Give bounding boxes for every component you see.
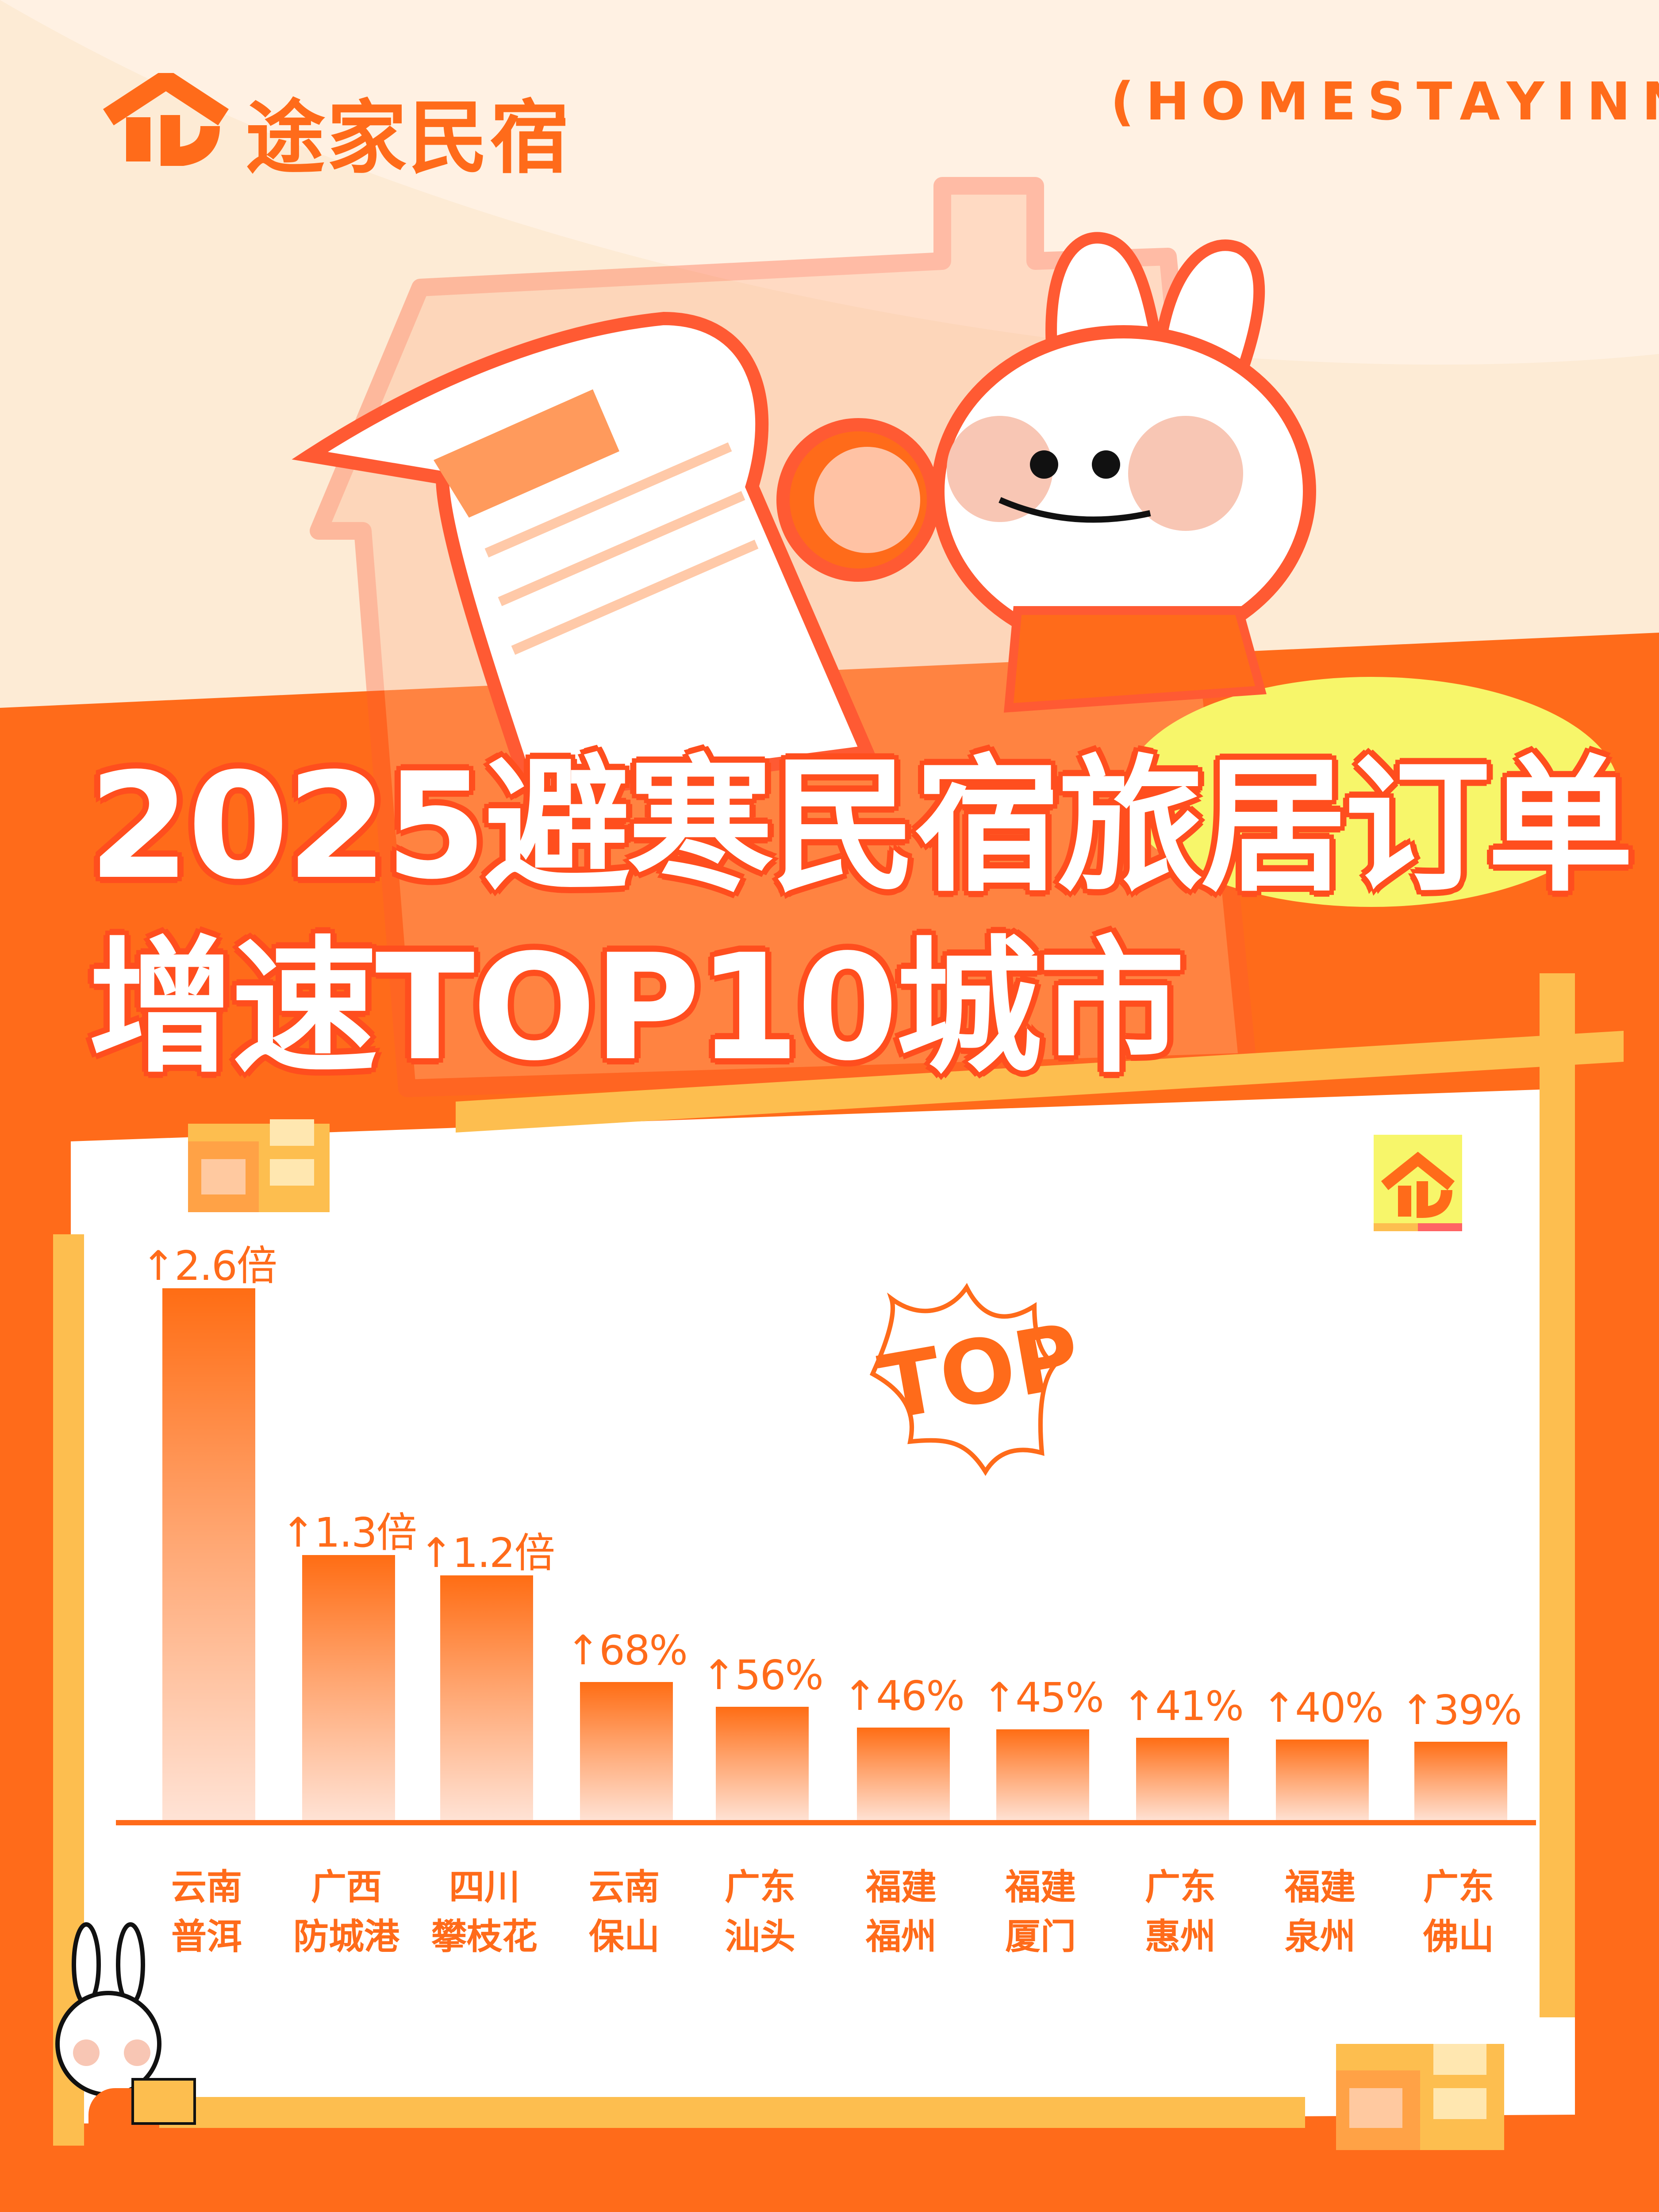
bar-value-label: ↑40%: [1262, 1684, 1384, 1732]
bar: [580, 1682, 673, 1822]
bar-value-label: ↑68%: [566, 1627, 688, 1674]
bar: [1276, 1740, 1369, 1822]
category-label: 广西 防城港: [293, 1863, 399, 1962]
province-label: 广东: [725, 1866, 795, 1908]
province-label: 福建: [1285, 1866, 1356, 1908]
page-title-line-1: 2025避寒民宿旅居订单: [88, 741, 1633, 911]
city-label: 佛山: [1423, 1916, 1494, 1957]
category-label: 云南 普洱: [171, 1863, 242, 1962]
bar-value-label: ↑56%: [702, 1651, 824, 1699]
category-label: 福建 厦门: [1005, 1863, 1076, 1962]
bar-value-label: ↑41%: [1122, 1682, 1244, 1730]
city-label: 惠州: [1145, 1916, 1216, 1957]
category-label: 福建 福州: [866, 1863, 937, 1962]
page-title-line-2: 增速TOP10城市: [88, 923, 1185, 1093]
category-label: 云南 保山: [589, 1863, 660, 1962]
bar-value-label: ↑46%: [843, 1672, 965, 1720]
province-label: 广东: [1145, 1866, 1216, 1908]
category-label: 广东 佛山: [1423, 1863, 1494, 1962]
city-label: 普洱: [171, 1916, 242, 1957]
bar: [162, 1288, 255, 1822]
city-label: 攀枝花: [431, 1916, 538, 1957]
brand-logo-text: 途家民宿: [246, 92, 572, 184]
category-label: 四川 攀枝花: [431, 1863, 538, 1962]
logo-badge-decoration: [1374, 1135, 1462, 1231]
top-burst-badge: TOP: [869, 1283, 1087, 1476]
bar: [1414, 1742, 1507, 1822]
city-label: 保山: [589, 1916, 660, 1957]
province-label: 云南: [171, 1866, 242, 1908]
city-label: 泉州: [1285, 1916, 1356, 1957]
category-label: 福建 泉州: [1285, 1863, 1356, 1962]
tujia-house-logo-icon: [103, 73, 229, 166]
city-label: 防城港: [293, 1916, 399, 1957]
city-label: 汕头: [725, 1916, 795, 1957]
bunny-mascot-illustration: [776, 232, 1316, 713]
province-label: 云南: [589, 1866, 660, 1908]
category-label: 广东 汕头: [725, 1863, 795, 1962]
bar: [857, 1727, 950, 1822]
province-label: 福建: [1005, 1866, 1076, 1908]
bar-value-label: ↑45%: [982, 1674, 1104, 1722]
reading-bunny-illustration: [55, 1922, 196, 2163]
bar: [1136, 1737, 1229, 1822]
yellow-ellipse-decoration: [1124, 677, 1619, 907]
province-label: 福建: [866, 1866, 937, 1908]
province-label: 广西: [311, 1866, 382, 1908]
category-label: 广东 惠州: [1145, 1863, 1216, 1962]
city-label: 福州: [866, 1916, 937, 1957]
brand-tagline: (HOMESTAYINN): [1110, 71, 1659, 132]
bar-value-label: ↑39%: [1400, 1686, 1522, 1734]
bar-value-label: ↑1.3倍: [281, 1509, 417, 1556]
document-illustration: [292, 311, 877, 804]
province-label: 广东: [1423, 1866, 1494, 1908]
bar: [716, 1707, 809, 1822]
bar-value-label: ↑1.2倍: [419, 1529, 555, 1577]
bar-value-label: ↑2.6倍: [141, 1242, 277, 1290]
chart-baseline: [116, 1820, 1536, 1825]
city-label: 厦门: [1005, 1916, 1076, 1957]
bar: [302, 1555, 395, 1822]
small-house-decoration-left: [188, 1119, 330, 1212]
frame-decoration: [53, 973, 1624, 2146]
bar: [440, 1575, 533, 1822]
bar: [996, 1729, 1089, 1822]
province-label: 四川: [449, 1866, 520, 1908]
chart-panel: [71, 1088, 1575, 2124]
small-house-decoration-right: [1336, 2044, 1504, 2150]
